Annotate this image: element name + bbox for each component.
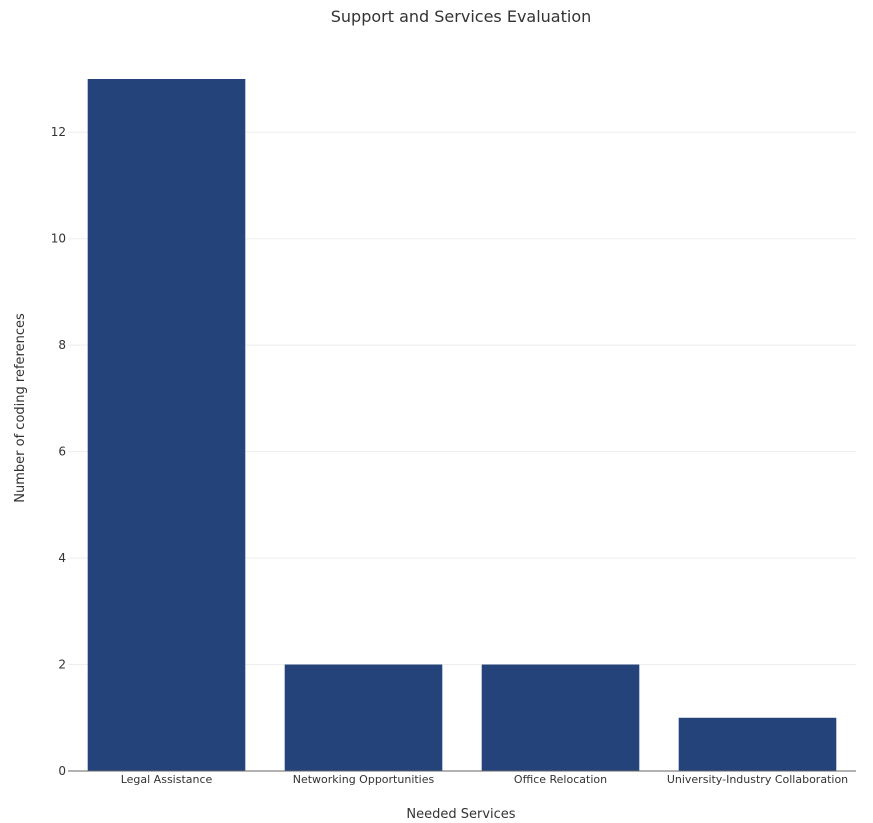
x-tick-label: Legal Assistance bbox=[121, 773, 213, 786]
bars bbox=[87, 79, 837, 771]
x-tick-labels: Legal Assistance Networking Opportunities… bbox=[121, 773, 848, 786]
y-tick-label: 2 bbox=[58, 658, 66, 672]
bar bbox=[678, 717, 837, 771]
x-tick-label: Networking Opportunities bbox=[293, 773, 435, 786]
bar bbox=[284, 664, 443, 771]
y-tick-label: 10 bbox=[51, 232, 66, 246]
x-tick-label: Office Relocation bbox=[514, 773, 607, 786]
y-tick-label: 6 bbox=[58, 445, 66, 459]
y-tick-labels: 0 2 4 6 8 10 12 bbox=[51, 125, 66, 778]
y-tick-label: 8 bbox=[58, 338, 66, 352]
bar bbox=[87, 79, 246, 771]
x-axis-title: Needed Services bbox=[406, 807, 515, 822]
bar bbox=[481, 664, 640, 771]
y-tick-label: 4 bbox=[58, 551, 66, 565]
y-axis-title: Number of coding references bbox=[13, 313, 28, 503]
chart-title: Support and Services Evaluation bbox=[331, 7, 592, 26]
x-tick-label: University-Industry Collaboration bbox=[667, 773, 848, 786]
y-tick-label: 0 bbox=[58, 764, 66, 778]
y-tick-label: 12 bbox=[51, 125, 66, 139]
